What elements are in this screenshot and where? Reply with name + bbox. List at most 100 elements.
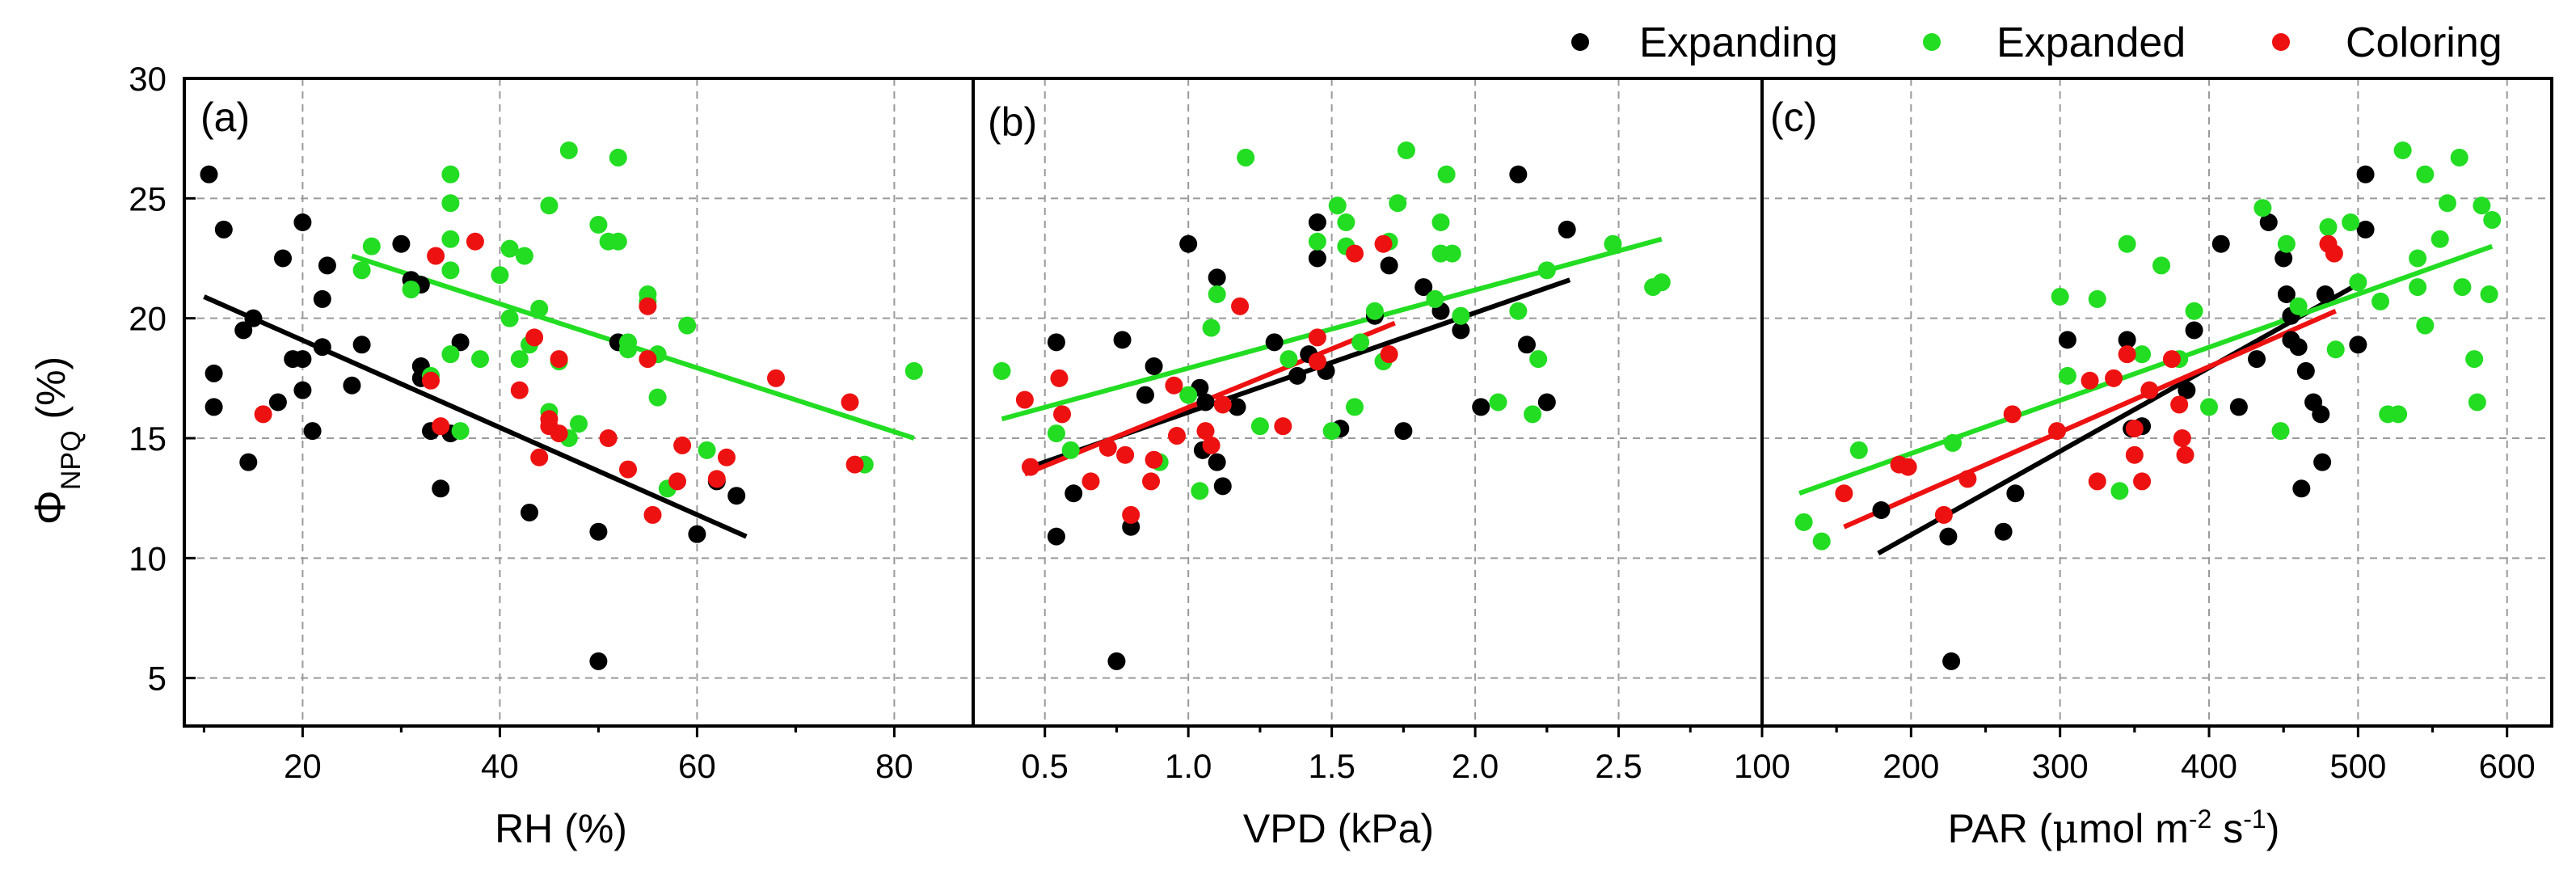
legend-marker-coloring bbox=[2272, 33, 2290, 51]
point-expanded-c bbox=[2326, 340, 2345, 359]
point-expanded-b bbox=[1047, 424, 1065, 443]
point-expanded-a bbox=[362, 237, 381, 255]
x-tick-label-b: 1.0 bbox=[1165, 747, 1212, 785]
point-coloring-a bbox=[845, 455, 864, 474]
point-coloring-c bbox=[2325, 244, 2343, 263]
point-expanding-b bbox=[1179, 234, 1198, 253]
point-coloring-a bbox=[510, 381, 529, 399]
point-coloring-a bbox=[639, 350, 657, 369]
x-tick-label-c: 400 bbox=[2181, 747, 2237, 785]
point-coloring-a bbox=[550, 424, 568, 443]
legend-marker-expanded bbox=[1923, 33, 1941, 51]
point-expanding-a bbox=[239, 453, 258, 471]
point-coloring-b bbox=[1116, 445, 1135, 464]
x-axis-title-c-sup1: -2 bbox=[2189, 804, 2211, 834]
y-tick-label: 30 bbox=[129, 60, 167, 98]
point-coloring-b bbox=[1053, 405, 1072, 424]
x-axis-title-c-mu: μ bbox=[2052, 805, 2079, 852]
point-coloring-b bbox=[1021, 458, 1039, 476]
point-expanded-b bbox=[1489, 393, 1507, 412]
point-expanded-b bbox=[1179, 386, 1198, 404]
point-expanded-a bbox=[451, 422, 470, 441]
point-expanded-c bbox=[2438, 194, 2456, 213]
point-expanded-c bbox=[2319, 217, 2338, 236]
point-expanded-a bbox=[441, 345, 460, 364]
point-coloring-a bbox=[639, 297, 657, 315]
point-expanding-a bbox=[274, 249, 292, 268]
point-coloring-b bbox=[1213, 395, 1232, 414]
point-expanded-b bbox=[1191, 482, 1209, 500]
point-expanded-b bbox=[1202, 319, 1221, 337]
point-coloring-a bbox=[254, 405, 272, 424]
point-coloring-a bbox=[599, 429, 618, 447]
point-expanding-b bbox=[1308, 249, 1326, 268]
point-expanded-c bbox=[2453, 278, 2472, 297]
point-coloring-b bbox=[1142, 472, 1161, 491]
point-expanded-b bbox=[1437, 165, 1456, 184]
point-coloring-b bbox=[1015, 390, 1034, 409]
x-axis-title-b: VPD (kPa) bbox=[1243, 806, 1434, 851]
point-expanding-b bbox=[1113, 331, 1132, 349]
point-coloring-a bbox=[643, 505, 662, 524]
point-expanding-c bbox=[1994, 522, 2013, 541]
point-expanding-b bbox=[1136, 386, 1154, 404]
point-expanded-c bbox=[2088, 289, 2106, 308]
point-coloring-c bbox=[2118, 345, 2136, 364]
point-coloring-a bbox=[432, 417, 450, 436]
point-expanded-b bbox=[1237, 148, 1255, 167]
point-coloring-a bbox=[767, 369, 785, 387]
point-coloring-c bbox=[2003, 405, 2022, 424]
point-coloring-a bbox=[707, 470, 726, 488]
point-expanding-a bbox=[521, 503, 538, 521]
point-expanding-b bbox=[1107, 652, 1126, 670]
plot-frame bbox=[183, 77, 2553, 728]
point-expanded-c bbox=[2389, 405, 2408, 424]
point-expanding-b bbox=[1509, 165, 1528, 184]
x-axis-title-c-sup2: -1 bbox=[2243, 804, 2266, 834]
point-expanding-c bbox=[2292, 479, 2311, 498]
point-expanded-a bbox=[589, 215, 608, 234]
point-expanding-a bbox=[200, 165, 218, 184]
x-axis-title-c: PAR (μmol m-2 s-1) bbox=[1948, 804, 2280, 852]
point-expanding-c bbox=[2312, 405, 2330, 424]
point-expanded-a bbox=[904, 361, 923, 380]
x-tick-label-a: 20 bbox=[284, 747, 322, 785]
point-coloring-c bbox=[1958, 470, 1977, 488]
point-coloring-b bbox=[1122, 505, 1140, 524]
y-axis-title-main: Φ bbox=[26, 490, 74, 525]
point-expanded-a bbox=[441, 230, 460, 248]
point-expanding-a bbox=[352, 336, 371, 354]
point-coloring-a bbox=[718, 448, 736, 466]
point-coloring-c bbox=[2133, 472, 2152, 491]
point-expanded-a bbox=[510, 350, 529, 369]
point-expanded-c bbox=[1794, 513, 1813, 531]
point-expanded-b bbox=[1509, 302, 1528, 320]
y-tick-label: 25 bbox=[129, 179, 167, 217]
point-expanding-c bbox=[2006, 484, 2025, 503]
point-expanded-c bbox=[2372, 292, 2390, 310]
point-expanding-b bbox=[1208, 453, 1226, 471]
point-coloring-a bbox=[619, 460, 637, 479]
point-expanded-b bbox=[1426, 289, 1444, 308]
point-expanded-a bbox=[530, 299, 549, 318]
point-expanding-c bbox=[2349, 336, 2367, 354]
point-expanding-c bbox=[2277, 285, 2296, 303]
point-expanding-a bbox=[293, 381, 312, 399]
point-expanded-c bbox=[2465, 350, 2484, 369]
point-coloring-a bbox=[550, 350, 568, 369]
point-expanding-a bbox=[451, 333, 470, 352]
point-expanded-b bbox=[1397, 141, 1415, 159]
point-expanded-c bbox=[2342, 213, 2360, 231]
point-coloring-a bbox=[530, 448, 549, 466]
point-coloring-a bbox=[841, 393, 859, 412]
point-expanding-a bbox=[589, 652, 608, 670]
point-expanding-b bbox=[1145, 357, 1163, 375]
point-expanded-a bbox=[570, 415, 588, 433]
point-coloring-a bbox=[427, 247, 445, 265]
legend-label-coloring: Coloring bbox=[2346, 19, 2502, 66]
point-coloring-a bbox=[668, 472, 686, 491]
point-expanded-a bbox=[491, 266, 509, 285]
point-expanding-b bbox=[1380, 256, 1398, 275]
fit-line-expanded-c bbox=[1798, 243, 2494, 496]
point-expanding-a bbox=[244, 309, 263, 327]
